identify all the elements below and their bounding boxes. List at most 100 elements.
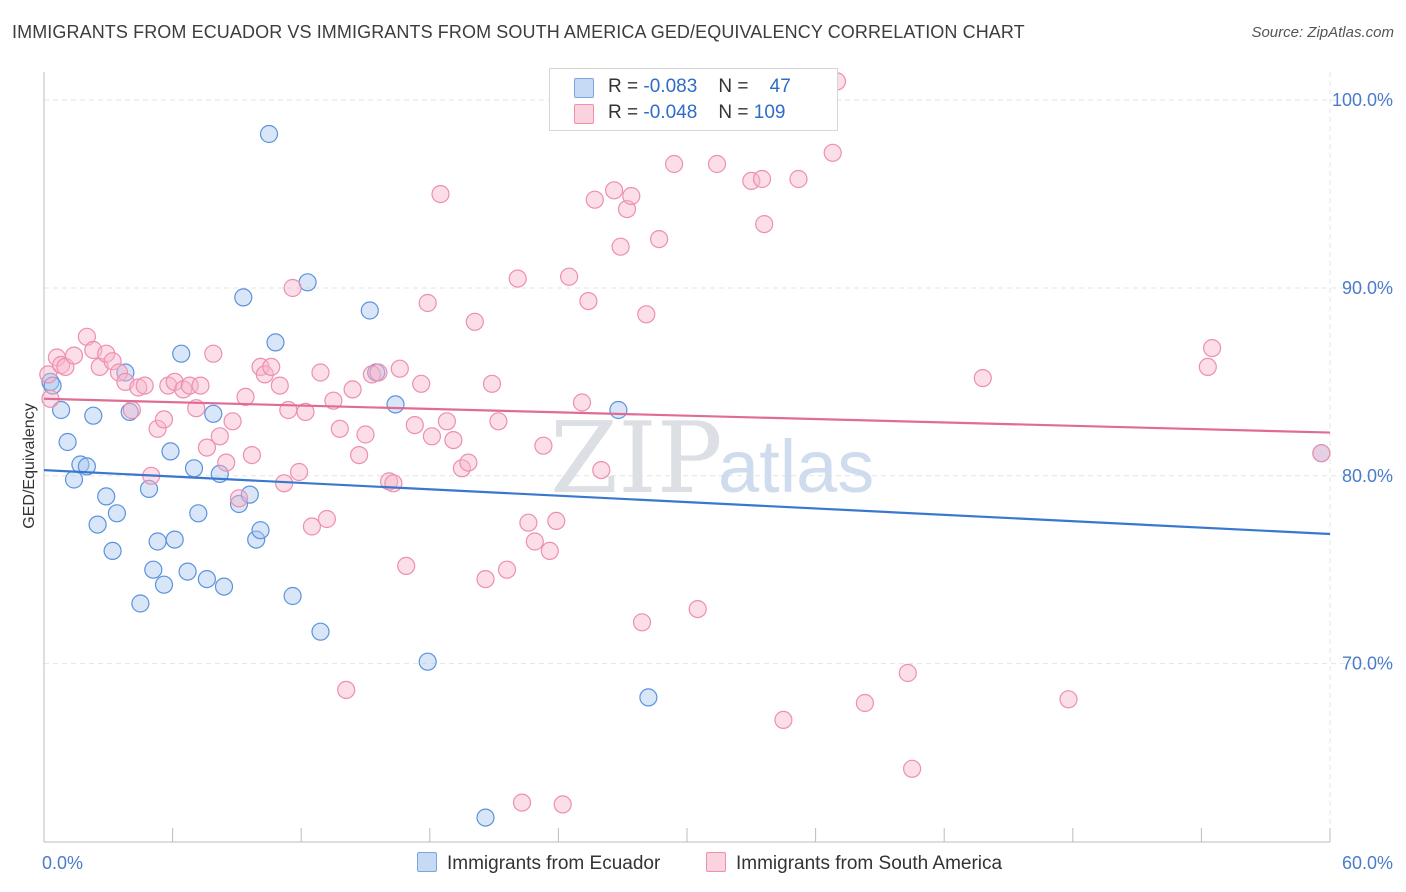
legend-r-label: R = xyxy=(608,102,639,123)
south-america-point xyxy=(707,154,727,174)
south-america-point xyxy=(191,376,210,395)
south-america-point xyxy=(579,292,598,311)
ecuador-point xyxy=(360,301,379,320)
legend-r-label: R = xyxy=(608,76,639,97)
south-america-point xyxy=(664,154,684,174)
south-america-point xyxy=(902,759,922,778)
axes xyxy=(43,72,1331,843)
ecuador-point xyxy=(184,459,204,478)
south-america-point xyxy=(397,556,416,576)
south-america-point xyxy=(337,680,356,700)
ecuador-point xyxy=(386,395,405,414)
legend-swatch-ecuador xyxy=(574,78,594,98)
south-america-point xyxy=(585,190,604,209)
south-america-point xyxy=(649,230,669,249)
ecuador-point xyxy=(240,485,259,504)
south-america-point xyxy=(755,215,774,234)
bottom-legend-swatch-ecuador xyxy=(417,852,437,872)
legend-n-label: N = xyxy=(718,102,749,123)
ecuador-point xyxy=(144,560,163,579)
south-america-point xyxy=(204,344,223,363)
south-america-point xyxy=(229,489,249,508)
south-america-point xyxy=(622,186,641,206)
bottom-legend-swatch-south-america xyxy=(706,852,726,872)
x-tick-label: 0.0% xyxy=(42,853,83,873)
south-america-point xyxy=(973,369,992,388)
south-america-point xyxy=(688,599,707,619)
south-america-point xyxy=(384,474,403,493)
south-america-point xyxy=(296,402,315,421)
south-america-point xyxy=(465,312,484,331)
ecuador-point xyxy=(97,487,116,506)
south-america-point xyxy=(236,387,255,406)
south-america-point xyxy=(148,419,167,438)
south-america-point xyxy=(283,278,302,298)
south-america-point xyxy=(311,363,330,382)
south-america-point xyxy=(210,427,229,446)
ecuador-point xyxy=(609,400,628,420)
south-america-point xyxy=(302,517,321,536)
y-axis-label: GED/Equivalency xyxy=(21,403,38,528)
ecuador-point xyxy=(639,688,658,707)
ecuador-point xyxy=(234,288,253,307)
south-america-point xyxy=(103,352,122,371)
ecuador-point xyxy=(476,808,495,827)
ecuador-point xyxy=(259,124,279,144)
tick-labels: 70.0% 80.0% 90.0% 100.0% 0.0% 60.0% xyxy=(42,90,1393,873)
south-america-point xyxy=(459,453,478,472)
ecuador-point xyxy=(77,457,97,476)
south-america-point xyxy=(855,693,875,713)
south-america-point xyxy=(489,412,508,431)
south-america-point xyxy=(290,462,309,482)
south-america-point xyxy=(350,446,369,465)
y-tick-label: 100.0% xyxy=(1332,90,1393,110)
south-america-point xyxy=(242,446,261,465)
trend-lines xyxy=(43,397,1331,536)
ecuador-point xyxy=(148,532,167,551)
south-america-point xyxy=(431,185,450,204)
ecuador-point xyxy=(204,404,223,423)
ecuador-point xyxy=(178,562,197,581)
grid-lines xyxy=(44,72,1395,842)
source-label: Source: ZipAtlas.com xyxy=(1251,24,1394,41)
south-america-point xyxy=(611,237,630,256)
south-america-point xyxy=(789,169,808,189)
south-america-point xyxy=(154,410,174,429)
ecuador-point xyxy=(197,569,216,589)
watermark: ZIP atlas xyxy=(550,402,874,516)
south-america-point xyxy=(534,436,553,455)
ecuador-point xyxy=(116,363,135,382)
x-tick-label: 60.0% xyxy=(1342,853,1393,873)
ecuador-point xyxy=(107,504,127,523)
ecuador-point xyxy=(311,622,330,641)
south-america-point xyxy=(898,663,917,683)
ecuador-point xyxy=(51,400,71,420)
ecuador-point xyxy=(172,344,191,363)
south-america-point xyxy=(317,509,336,529)
south-america-point xyxy=(97,344,116,363)
south-america-point xyxy=(1312,444,1331,463)
ecuador-point xyxy=(251,521,270,540)
chart-title: IMMIGRANTS FROM ECUADOR VS IMMIGRANTS FR… xyxy=(12,22,1025,42)
ecuador-trend-line xyxy=(43,469,1331,536)
bottom-legend-label-ecuador: Immigrants from Ecuador xyxy=(447,853,661,874)
south-america-point xyxy=(482,374,502,393)
south-america-point xyxy=(270,376,289,395)
south-america-point xyxy=(362,365,381,384)
south-america-trend-line xyxy=(43,397,1331,434)
ecuador-point xyxy=(283,586,302,606)
south-america-point xyxy=(356,425,375,444)
south-america-point xyxy=(540,541,559,561)
ecuador-point xyxy=(154,575,174,594)
south-america-point xyxy=(604,181,624,200)
ecuador-point xyxy=(161,442,180,461)
ecuador-point xyxy=(58,432,77,452)
south-america-point xyxy=(632,613,652,632)
legend-r-value: -0.083 xyxy=(643,76,698,97)
south-america-point xyxy=(774,710,793,730)
south-america-point xyxy=(324,391,343,410)
legend-swatch-south-america xyxy=(574,104,594,124)
south-america-point xyxy=(390,359,409,378)
ecuador-point xyxy=(165,530,184,549)
